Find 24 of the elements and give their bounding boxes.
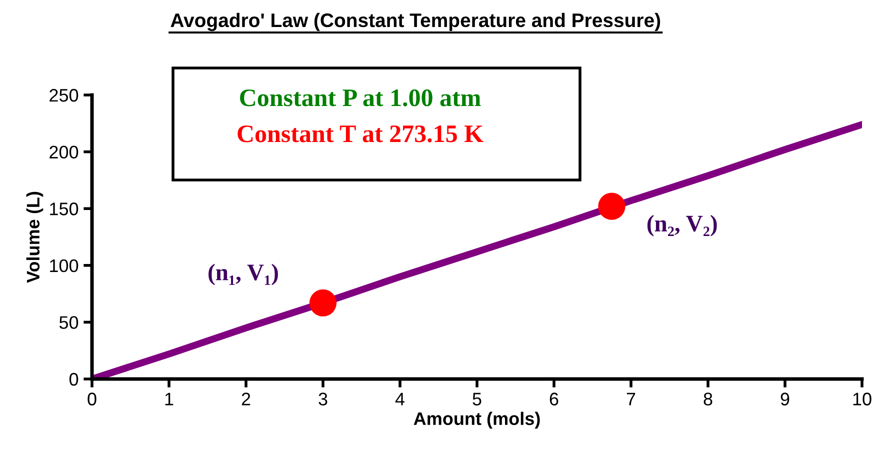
x-tick-label: 7: [626, 392, 636, 406]
x-tick-label: 5: [472, 392, 482, 406]
x-tick-label: 9: [780, 392, 790, 406]
x-tick-label: 8: [704, 392, 712, 406]
x-tick-label: 1: [165, 392, 174, 406]
annotation: Constant T at 273.15 K: [238, 125, 484, 142]
x-tick-label: 4: [395, 392, 404, 406]
y-tick-label: 150: [50, 202, 78, 216]
chart-title: Avogadro' Law (Constant Temperature and Pressure): [170, 12, 660, 32]
y-axis-title: Volume (L): [26, 192, 44, 283]
annotation: (n₁, V₁): [208, 264, 278, 286]
y-tick-label: 0: [69, 372, 78, 386]
annotation: (n₂, V₂): [647, 214, 717, 236]
y-tick-label: 250: [50, 88, 78, 102]
x-tick-label: 0: [88, 392, 96, 406]
y-tick-label: 100: [50, 259, 78, 272]
x-tick-label: 2: [242, 392, 250, 406]
annotation: Constant P at 1.00 atm: [240, 89, 481, 106]
x-tick-label: 6: [550, 392, 558, 406]
y-tick-label: 200: [50, 146, 78, 159]
x-tick-label: 3: [318, 392, 328, 406]
x-axis-title: Amount (mols): [414, 412, 540, 429]
y-tick-label: 50: [59, 316, 78, 329]
x-tick-label: 10: [853, 392, 872, 406]
